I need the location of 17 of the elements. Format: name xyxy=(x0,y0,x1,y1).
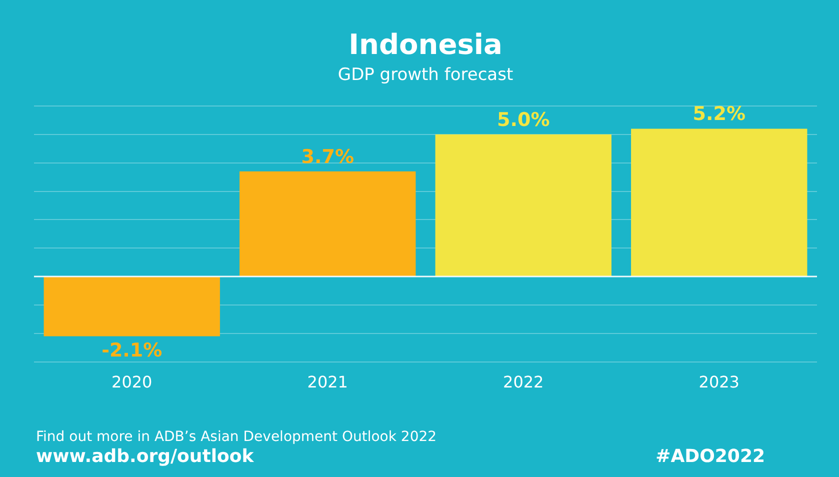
bar xyxy=(44,277,220,336)
chart-subtitle: GDP growth forecast xyxy=(338,65,514,86)
x-tick-label: 2022 xyxy=(503,372,544,392)
bar xyxy=(631,128,808,276)
text: #ADO2022 xyxy=(656,446,765,467)
bar xyxy=(435,134,612,276)
text: www.adb.org/outlook xyxy=(36,446,255,467)
data-label: 5.0% xyxy=(497,108,550,131)
x-tick-label: 2021 xyxy=(307,372,348,392)
chart-title: Indonesia xyxy=(348,28,502,62)
text: Find out more in ADB’s Asian Development Outlook 2022 xyxy=(36,429,437,445)
bar xyxy=(240,171,416,276)
x-tick-label: 2020 xyxy=(112,372,152,392)
data-label: -2.1% xyxy=(102,340,162,362)
data-label: 5.2% xyxy=(692,103,746,126)
x-tick-label: 2023 xyxy=(698,372,740,392)
data-label: 3.7% xyxy=(301,146,354,168)
